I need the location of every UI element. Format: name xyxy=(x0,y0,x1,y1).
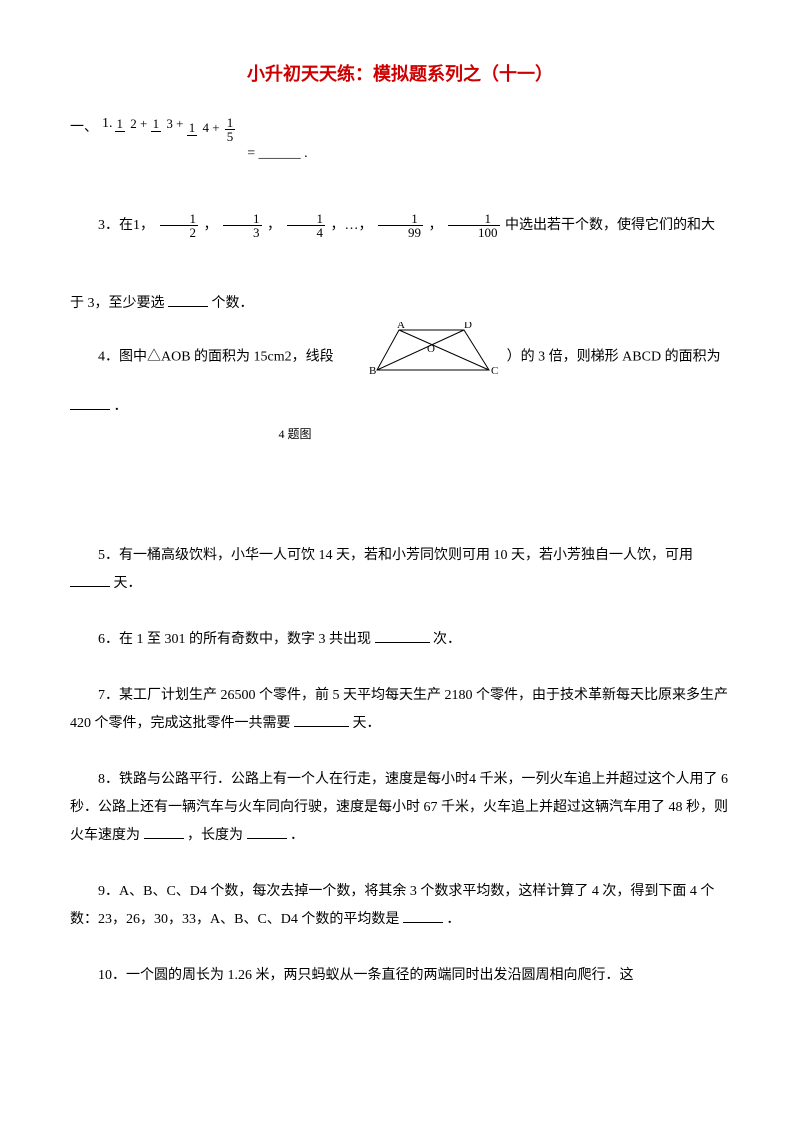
q4-text-b: ）的 3 倍，则梯形 ABCD 的面积为 xyxy=(507,350,721,365)
l2-prefix: 2 + xyxy=(130,116,150,131)
q3-prefix: 3．在1， xyxy=(98,218,154,233)
blank-input[interactable] xyxy=(403,909,443,923)
blank-input[interactable] xyxy=(168,293,208,307)
figure-caption: 4 题图 xyxy=(230,425,360,442)
question-5: 5．有一桶高级饮料，小华一人可饮 14 天，若和小芳同饮则可用 10 天，若小芳… xyxy=(70,542,730,598)
q3-line2b: 个数． xyxy=(212,296,254,311)
trapezoid-figure: A D B C O xyxy=(341,322,499,393)
q10-text: 10．一个圆的周长为 1.26 米，两只蚂蚁从一条直径的两端同时出发沿圆周相向爬… xyxy=(98,968,634,983)
blank-input[interactable] xyxy=(294,713,349,727)
blank-input[interactable] xyxy=(375,629,430,643)
question-4: 4．图中△AOB 的面积为 15cm2，线段 A D B C O ）的 3 倍，… xyxy=(70,322,730,442)
blank-input[interactable] xyxy=(247,825,287,839)
l2-top: 1 xyxy=(151,116,162,132)
q8-text-b: ，长度为 xyxy=(187,828,243,843)
q3-line2a: 于 3，至少要选 xyxy=(70,296,165,311)
label-A: A xyxy=(397,322,405,331)
blank-input[interactable] xyxy=(70,396,110,410)
blank-input[interactable] xyxy=(144,825,184,839)
question-3: 3．在1， 12 ， 13 ， 14 ，…， 199 ， 1100 中选出若干个… xyxy=(70,212,730,240)
question-8: 8．铁路与公路平行．公路上有一个人在行走，速度是每小时4 千米，一列火车追上并超… xyxy=(70,766,730,850)
label-O: O xyxy=(427,343,435,355)
q5-text-b: 天． xyxy=(114,576,142,591)
l3-top: 1 xyxy=(187,120,198,136)
question-6: 6．在 1 至 301 的所有奇数中，数字 3 共出现 次． xyxy=(70,626,730,654)
q8-text-c: ． xyxy=(290,828,304,843)
q1-equals: = ______ . xyxy=(247,146,307,162)
q3-suffix: 中选出若干个数，使得它们的和大 xyxy=(505,218,715,233)
q5-text-a: 5．有一桶高级饮料，小华一人可饮 14 天，若和小芳同饮则可用 10 天，若小芳… xyxy=(98,548,693,563)
q6-text-a: 6．在 1 至 301 的所有奇数中，数字 3 共出现 xyxy=(98,632,371,647)
l3-prefix: 3 + xyxy=(166,116,186,131)
q1-fraction: 1 2 + 1 3 + 1 4 + 1 5 xyxy=(115,116,244,143)
label-D: D xyxy=(464,322,472,331)
question-3-cont: 于 3，至少要选 个数． xyxy=(70,290,730,318)
l4-num: 1 xyxy=(225,116,236,130)
question-10: 10．一个圆的周长为 1.26 米，两只蚂蚁从一条直径的两端同时出发沿圆周相向爬… xyxy=(70,962,730,990)
frac-top: 1 xyxy=(115,116,126,132)
q1-number: 1. xyxy=(102,116,113,132)
l4-prefix: 4 + xyxy=(202,120,222,135)
section-label: 一、 xyxy=(70,116,98,136)
frac-level3: 3 + 1 4 + 1 5 xyxy=(164,116,241,131)
frac-level2: 2 + 1 3 + 1 4 + 1 5 xyxy=(128,116,243,131)
q9-text-a: 9．A、B、C、D4 个数，每次去掉一个数，将其余 3 个数求平均数，这样计算了… xyxy=(70,884,714,927)
question-9: 9．A、B、C、D4 个数，每次去掉一个数，将其余 3 个数求平均数，这样计算了… xyxy=(70,878,730,934)
page-title: 小升初天天练：模拟题系列之（十一） xyxy=(70,60,730,86)
q4-text-a: 4．图中△AOB 的面积为 15cm2，线段 xyxy=(98,350,337,365)
question-1: 一、 1. 1 2 + 1 3 + 1 4 + 1 5 xyxy=(70,116,730,162)
q9-text-b: ． xyxy=(446,912,460,927)
l4-den: 5 xyxy=(225,130,236,143)
q7-text-b: 天． xyxy=(353,716,381,731)
blank-input[interactable] xyxy=(70,573,110,587)
q6-text-b: 次． xyxy=(433,632,461,647)
question-7: 7．某工厂计划生产 26500 个零件，前 5 天平均每天生产 2180 个零件… xyxy=(70,682,730,738)
frac-level4: 4 + 1 5 xyxy=(200,120,239,135)
q7-text-a: 7．某工厂计划生产 26500 个零件，前 5 天平均每天生产 2180 个零件… xyxy=(70,688,728,731)
label-C: C xyxy=(491,365,498,377)
label-B: B xyxy=(369,365,376,377)
q4-text-c: ． xyxy=(114,399,128,414)
